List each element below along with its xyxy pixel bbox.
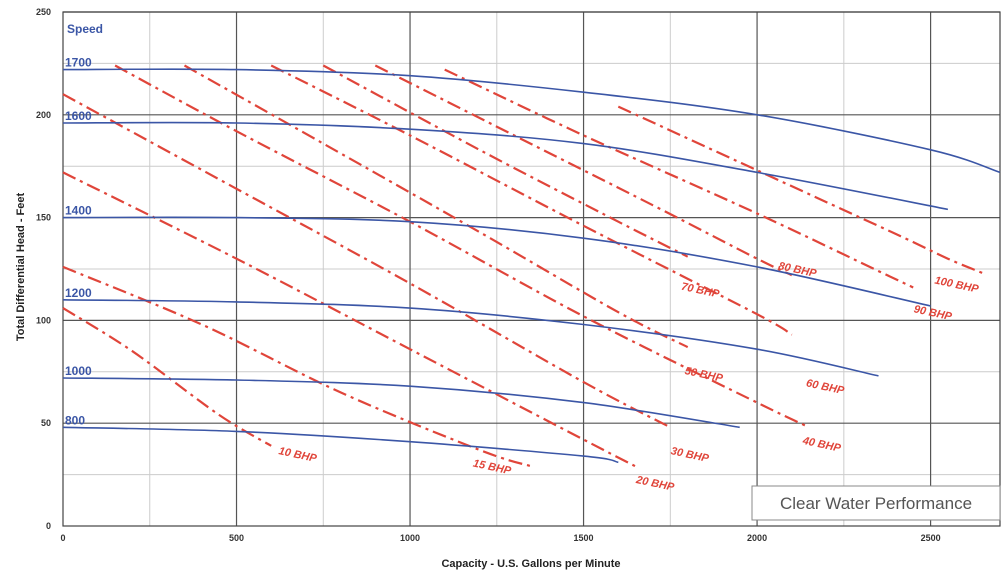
bhp-line [183,64,689,349]
bhp-line [270,64,793,336]
bhp-line [322,64,689,258]
bhp-label: 10 BHP [278,445,319,465]
speed-curve [62,299,879,377]
bhp-label: 80 BHP [777,260,818,280]
bhp-label: 30 BHP [670,445,711,465]
speed-curve [62,68,1001,174]
clear-water-performance-box: Clear Water Performance [751,485,1001,521]
y-tick-label: 100 [36,315,51,325]
y-tick-label: 250 [36,7,51,17]
bhp-label: 20 BHP [634,474,676,494]
bhp-line [114,64,810,429]
speed-label: 1600 [65,109,92,123]
speed-label: 800 [65,413,85,427]
x-tick-label: 2000 [747,533,767,543]
y-tick-label: 150 [36,213,51,223]
bhp-line [62,171,637,468]
bhp-label: 100 BHP [933,275,980,296]
x-tick-label: 1500 [574,533,594,543]
speed-curve [62,121,949,211]
grid [62,11,1001,527]
x-tick-label: 0 [60,533,65,543]
x-axis-title: Capacity - U.S. Gallons per Minute [441,558,620,570]
y-tick-label: 200 [36,110,51,120]
bhp-label: 60 BHP [805,377,846,397]
bhp-line [374,64,793,277]
speed-label: 1700 [65,56,92,70]
bhp-label: 40 BHP [801,435,843,455]
speed-label: 1000 [65,364,92,378]
speed-legend-title: Speed [67,22,103,36]
y-axis-title: Total Differential Head - Feet [15,193,27,342]
clear-water-performance-label: Clear Water Performance [780,494,972,513]
bhp-line [62,307,272,447]
bhp-line [62,265,532,468]
curves [62,64,1001,468]
speed-curve [62,377,740,429]
x-tick-label: 2500 [921,533,941,543]
bhp-line [62,93,671,429]
bhp-label: 50 BHP [684,365,725,385]
bhp-line [444,68,914,289]
speed-label: 1200 [65,286,92,300]
bhp-label: 70 BHP [680,281,721,301]
speed-curve [62,216,931,307]
plot-frame [62,11,1001,527]
bhp-line [617,105,984,275]
speed-label: 1400 [65,204,92,218]
ticks: 0 500 1000 1500 2000 2500 0 50 100 150 200 250 [36,7,941,543]
x-tick-label: 1000 [400,533,420,543]
x-tick-label: 500 [229,533,244,543]
y-tick-label: 50 [41,418,51,428]
speed-curve [62,426,619,464]
y-tick-label: 0 [46,521,51,531]
